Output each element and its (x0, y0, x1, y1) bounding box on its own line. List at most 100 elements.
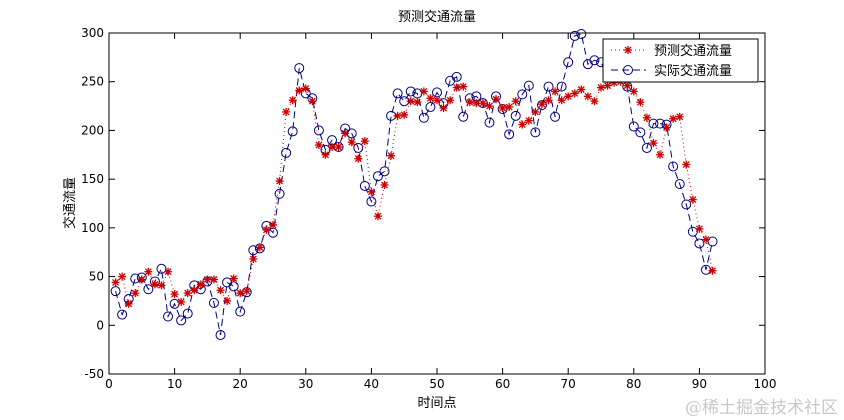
circle-marker-icon (176, 315, 187, 326)
star-marker-icon (557, 96, 566, 105)
x-tick-label: 30 (298, 377, 313, 391)
circle-marker-icon (517, 89, 528, 100)
circle-marker-icon (523, 80, 534, 91)
star-marker-icon (406, 97, 415, 106)
x-tick-label: 90 (692, 377, 707, 391)
circle-marker-icon (418, 112, 429, 123)
star-marker-icon (373, 212, 382, 221)
circle-marker-icon (379, 166, 390, 177)
circle-marker-icon (274, 188, 285, 199)
circle-marker-icon (628, 121, 639, 132)
axis-ticks: 0 10 20 30 40 50 60 70 80 90 100-50050100150200250… (81, 26, 776, 391)
star-marker-icon (656, 150, 665, 159)
circle-marker-icon (405, 86, 416, 97)
star-marker-icon (242, 287, 251, 296)
star-marker-icon (137, 275, 146, 284)
star-marker-icon (367, 187, 376, 196)
x-tick-label: 20 (233, 377, 248, 391)
star-marker-icon (288, 96, 297, 105)
star-marker-icon (157, 281, 166, 290)
y-tick-label: 250 (81, 75, 104, 89)
star-marker-icon (131, 289, 140, 298)
star-marker-icon (170, 290, 179, 299)
star-marker-icon (459, 82, 468, 91)
circle-marker-icon (556, 81, 567, 92)
star-marker-icon (544, 96, 553, 105)
star-marker-icon (642, 113, 651, 122)
circle-marker-icon (208, 297, 219, 308)
circle-marker-icon (313, 125, 324, 136)
star-marker-icon (452, 83, 461, 92)
star-marker-icon (387, 151, 396, 160)
star-marker-icon (537, 100, 546, 109)
star-marker-icon (511, 97, 520, 106)
x-tick-label: 10 (167, 377, 182, 391)
y-tick-label: 200 (81, 123, 104, 137)
star-marker-icon (419, 87, 428, 96)
y-tick-label: -50 (84, 367, 104, 381)
circle-marker-icon (655, 118, 666, 129)
circle-marker-icon (668, 161, 679, 172)
circle-marker-icon (392, 88, 403, 99)
star-marker-icon (328, 142, 337, 151)
star-marker-icon (636, 98, 645, 107)
star-marker-icon (118, 272, 127, 281)
circle-marker-icon (130, 273, 141, 284)
star-marker-icon (478, 99, 487, 108)
circle-marker-icon (589, 55, 600, 66)
circle-marker-icon (287, 126, 298, 137)
star-marker-icon (308, 97, 317, 106)
star-marker-icon (196, 280, 205, 289)
circle-marker-icon (674, 179, 685, 190)
circle-marker-icon (510, 110, 521, 121)
circle-marker-icon (543, 81, 554, 92)
star-marker-icon (229, 274, 238, 283)
watermark: @稀土掘金技术社区 (685, 398, 838, 418)
star-marker-icon (380, 180, 389, 189)
circle-marker-icon (530, 127, 541, 138)
star-marker-icon (649, 139, 658, 148)
y-tick-label: 150 (81, 172, 104, 186)
star-marker-icon (190, 286, 199, 295)
star-marker-icon (295, 86, 304, 95)
star-marker-icon (597, 83, 605, 92)
circle-marker-icon (681, 199, 692, 210)
x-tick-label: 100 (754, 377, 777, 391)
circle-marker-icon (353, 142, 364, 153)
chart-title: 预测交通流量 (398, 9, 476, 25)
star-marker-icon (682, 160, 691, 169)
x-tick-label: 70 (561, 377, 576, 391)
star-marker-icon (203, 275, 212, 284)
star-marker-icon (321, 150, 330, 159)
plot-area (108, 32, 766, 375)
star-marker-icon (505, 103, 514, 112)
star-marker-icon (439, 104, 448, 113)
series-predicted (111, 77, 717, 308)
star-marker-icon (164, 267, 173, 276)
star-marker-icon (695, 224, 704, 233)
star-marker-icon (688, 195, 697, 204)
circle-marker-icon (182, 308, 193, 319)
circle-marker-icon (281, 147, 292, 158)
circle-marker-icon (576, 28, 587, 39)
star-marker-icon (255, 243, 264, 252)
circle-marker-icon (458, 111, 469, 122)
star-marker-icon (624, 46, 632, 54)
circle-marker-icon (648, 118, 659, 129)
star-marker-icon (341, 129, 350, 138)
circle-marker-icon (623, 65, 633, 75)
star-marker-icon (314, 141, 323, 150)
star-marker-icon (433, 96, 441, 105)
y-tick-label: 300 (81, 26, 104, 40)
circle-marker-icon (451, 71, 462, 82)
legend-item-actual: 实际交通流量 (611, 63, 732, 79)
circle-marker-icon (563, 57, 574, 68)
star-marker-icon (183, 289, 192, 298)
legend: 预测交通流量 实际交通流量 (602, 38, 759, 83)
star-marker-icon (498, 104, 507, 113)
star-marker-icon (570, 89, 579, 98)
star-marker-icon (551, 87, 560, 96)
y-tick-label: 50 (89, 270, 104, 284)
y-axis-label: 交通流量 (62, 177, 78, 229)
x-tick-label: 80 (626, 377, 641, 391)
